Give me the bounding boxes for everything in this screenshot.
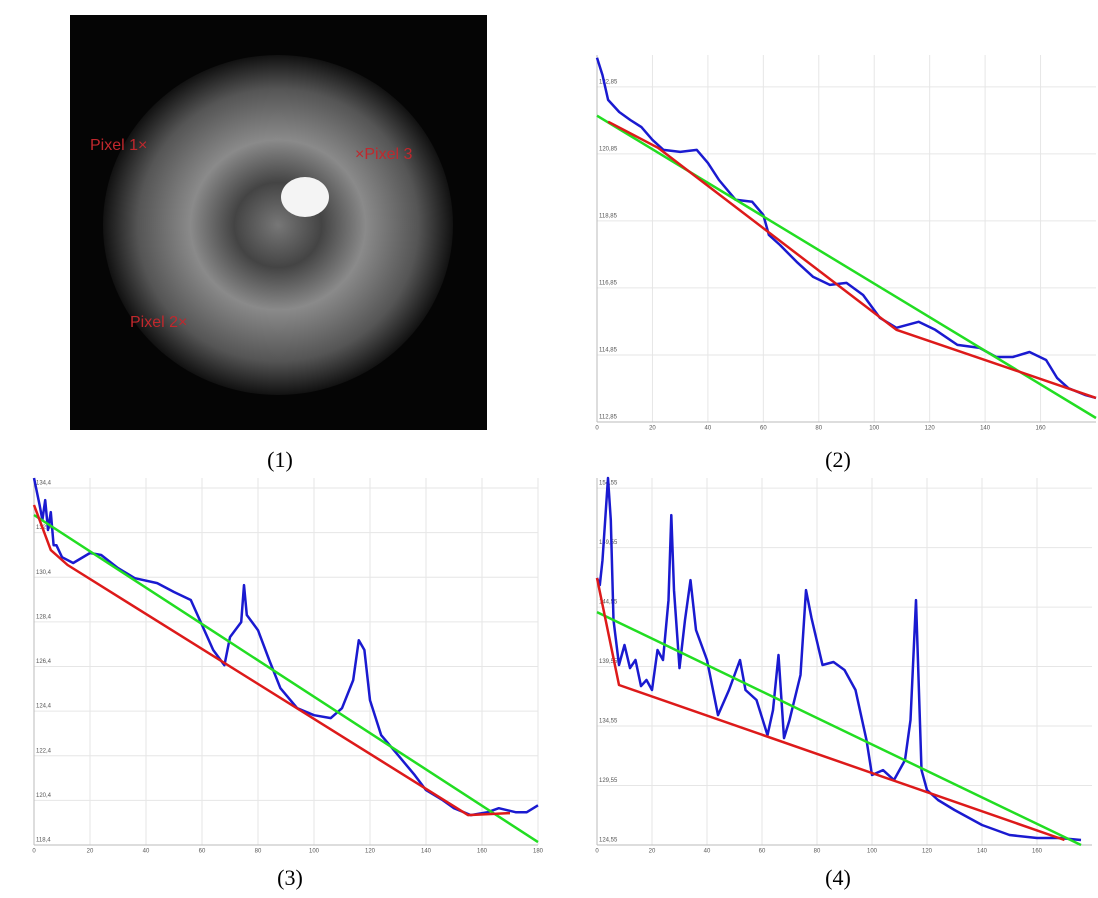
x-tick-label: 120 <box>922 849 933 855</box>
y-tick-label: 128,4 <box>36 614 52 620</box>
data-line <box>596 610 1082 847</box>
y-tick-label: 124,55 <box>599 838 618 844</box>
x-tick-label: 20 <box>87 849 94 855</box>
x-tick-label: 20 <box>649 849 656 855</box>
y-tick-label: 134,4 <box>36 481 52 487</box>
x-tick-label: 80 <box>815 426 822 432</box>
y-tick-label: 124,4 <box>36 704 52 710</box>
data-line <box>595 577 1065 842</box>
y-tick-label: 118,4 <box>36 838 51 844</box>
x-tick-label: 100 <box>867 849 878 855</box>
x-tick-label: 60 <box>759 849 766 855</box>
x-tick-label: 100 <box>309 849 320 855</box>
y-tick-label: 122,4 <box>36 748 52 754</box>
y-tick-label: 126,4 <box>36 659 52 665</box>
y-tick-label: 122,85 <box>599 79 618 85</box>
x-tick-label: 160 <box>1032 849 1043 855</box>
y-tick-label: 116,85 <box>599 281 618 287</box>
y-tick-label: 112,85 <box>599 415 618 421</box>
data-line <box>595 57 1097 400</box>
x-tick-label: 140 <box>421 849 432 855</box>
data-line <box>607 120 1097 400</box>
x-tick-label: 80 <box>814 849 821 855</box>
y-tick-label: 120,4 <box>36 793 52 799</box>
y-tick-label: 149,55 <box>599 540 618 546</box>
data-line <box>32 477 539 817</box>
caption: (4) <box>825 865 851 890</box>
x-tick-label: 40 <box>143 849 150 855</box>
x-tick-label: 60 <box>760 426 767 432</box>
x-tick-label: 160 <box>477 849 488 855</box>
y-tick-label: 139,55 <box>599 659 618 665</box>
caption: (3) <box>277 865 303 890</box>
pixel-label: Pixel 2× <box>130 314 187 331</box>
y-tick-label: 120,85 <box>599 146 618 152</box>
nucleus-bright <box>281 177 329 217</box>
x-tick-label: 180 <box>533 849 544 855</box>
y-tick-label: 144,55 <box>599 600 618 606</box>
y-tick-label: 129,55 <box>599 778 618 784</box>
chart: 124,55129,55134,55139,55144,55149,55154,… <box>595 476 1092 890</box>
x-tick-label: 120 <box>925 426 936 432</box>
x-tick-label: 140 <box>980 426 991 432</box>
x-tick-label: 0 <box>595 426 599 432</box>
cell <box>103 55 453 395</box>
y-tick-label: 118,85 <box>599 213 618 219</box>
data-line <box>33 513 539 844</box>
caption: (1) <box>267 447 293 472</box>
x-tick-label: 160 <box>1036 426 1047 432</box>
x-tick-label: 140 <box>977 849 988 855</box>
x-tick-label: 40 <box>705 426 712 432</box>
pixel-label: ×Pixel 3 <box>355 146 412 163</box>
y-tick-label: 130,4 <box>36 570 52 576</box>
x-tick-label: 40 <box>704 849 711 855</box>
pixel-label: Pixel 1× <box>90 137 147 154</box>
data-line <box>595 476 1082 842</box>
micrograph: Pixel 1× Pixel 2× ×Pixel 3 (1) <box>70 15 487 472</box>
caption: (2) <box>825 447 851 472</box>
chart: 112,85 114,85 116,85 118,85 120,85 122,85 0 20 4… <box>595 55 1097 472</box>
x-tick-label: 80 <box>255 849 262 855</box>
x-tick-label: 60 <box>199 849 206 855</box>
chart: 118,4120,4122,4124,4126,4128,4130,4132,4… <box>32 477 544 890</box>
x-tick-label: 0 <box>32 849 36 855</box>
x-tick-label: 0 <box>595 849 599 855</box>
y-tick-label: 134,55 <box>599 719 618 725</box>
x-tick-label: 20 <box>649 426 656 432</box>
x-tick-label: 100 <box>869 426 880 432</box>
data-line <box>32 504 511 817</box>
y-tick-label: 114,85 <box>599 348 618 354</box>
x-tick-label: 120 <box>365 849 376 855</box>
